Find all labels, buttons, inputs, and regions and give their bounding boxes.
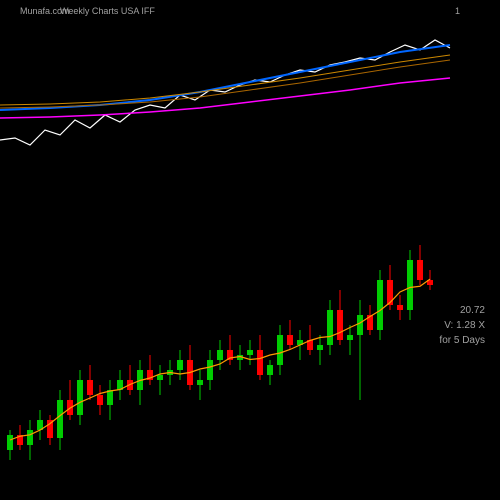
chart-title: Weekly Charts USA IFF [60, 6, 155, 16]
volume-label: V: 1.28 X [444, 320, 485, 331]
period-label: for 5 Days [439, 335, 485, 346]
price-label: 20.72 [460, 305, 485, 316]
lower-candlestick-chart [0, 170, 500, 500]
upper-line-chart [0, 20, 500, 170]
chart-number: 1 [455, 6, 460, 16]
